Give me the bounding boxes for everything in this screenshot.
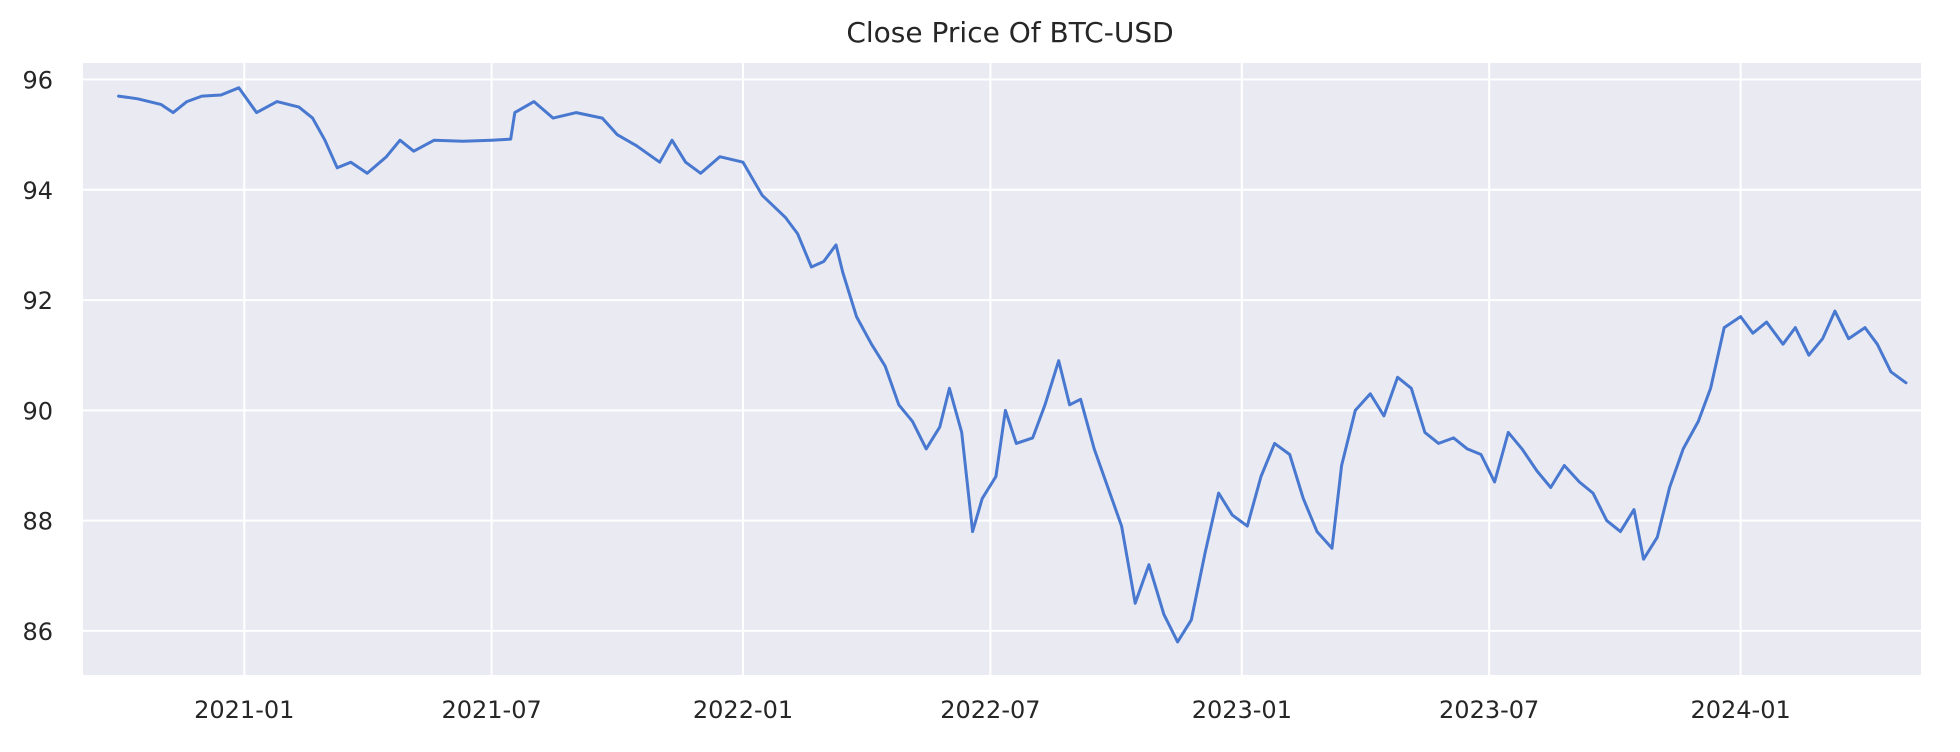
y-tick-label: 96 (22, 67, 53, 95)
x-tick-label: 2022-01 (693, 696, 793, 724)
y-tick-labels: 86 88 90 92 94 96 (22, 67, 53, 646)
x-tick-label: 2023-07 (1439, 696, 1539, 724)
y-tick-label: 86 (22, 618, 53, 646)
y-tick-label: 92 (22, 287, 53, 315)
x-tick-labels: 2021-01 2021-07 2022-01 2022-07 2023-01 2023-… (194, 696, 1791, 724)
y-tick-label: 90 (22, 397, 53, 425)
x-tick-label: 2022-07 (940, 696, 1040, 724)
series-line (117, 86, 1908, 644)
y-gridlines (83, 78, 1921, 632)
x-tick-label: 2023-01 (1192, 696, 1292, 724)
chart-title: Close Price Of BTC-USD (846, 16, 1173, 49)
x-tick-label: 2024-01 (1690, 696, 1790, 724)
plot-area (83, 63, 1921, 675)
series-group (117, 86, 1908, 644)
y-tick-label: 94 (22, 177, 53, 205)
y-tick-label: 88 (22, 508, 53, 536)
x-tick-label: 2021-07 (441, 696, 541, 724)
x-tick-label: 2021-01 (194, 696, 294, 724)
